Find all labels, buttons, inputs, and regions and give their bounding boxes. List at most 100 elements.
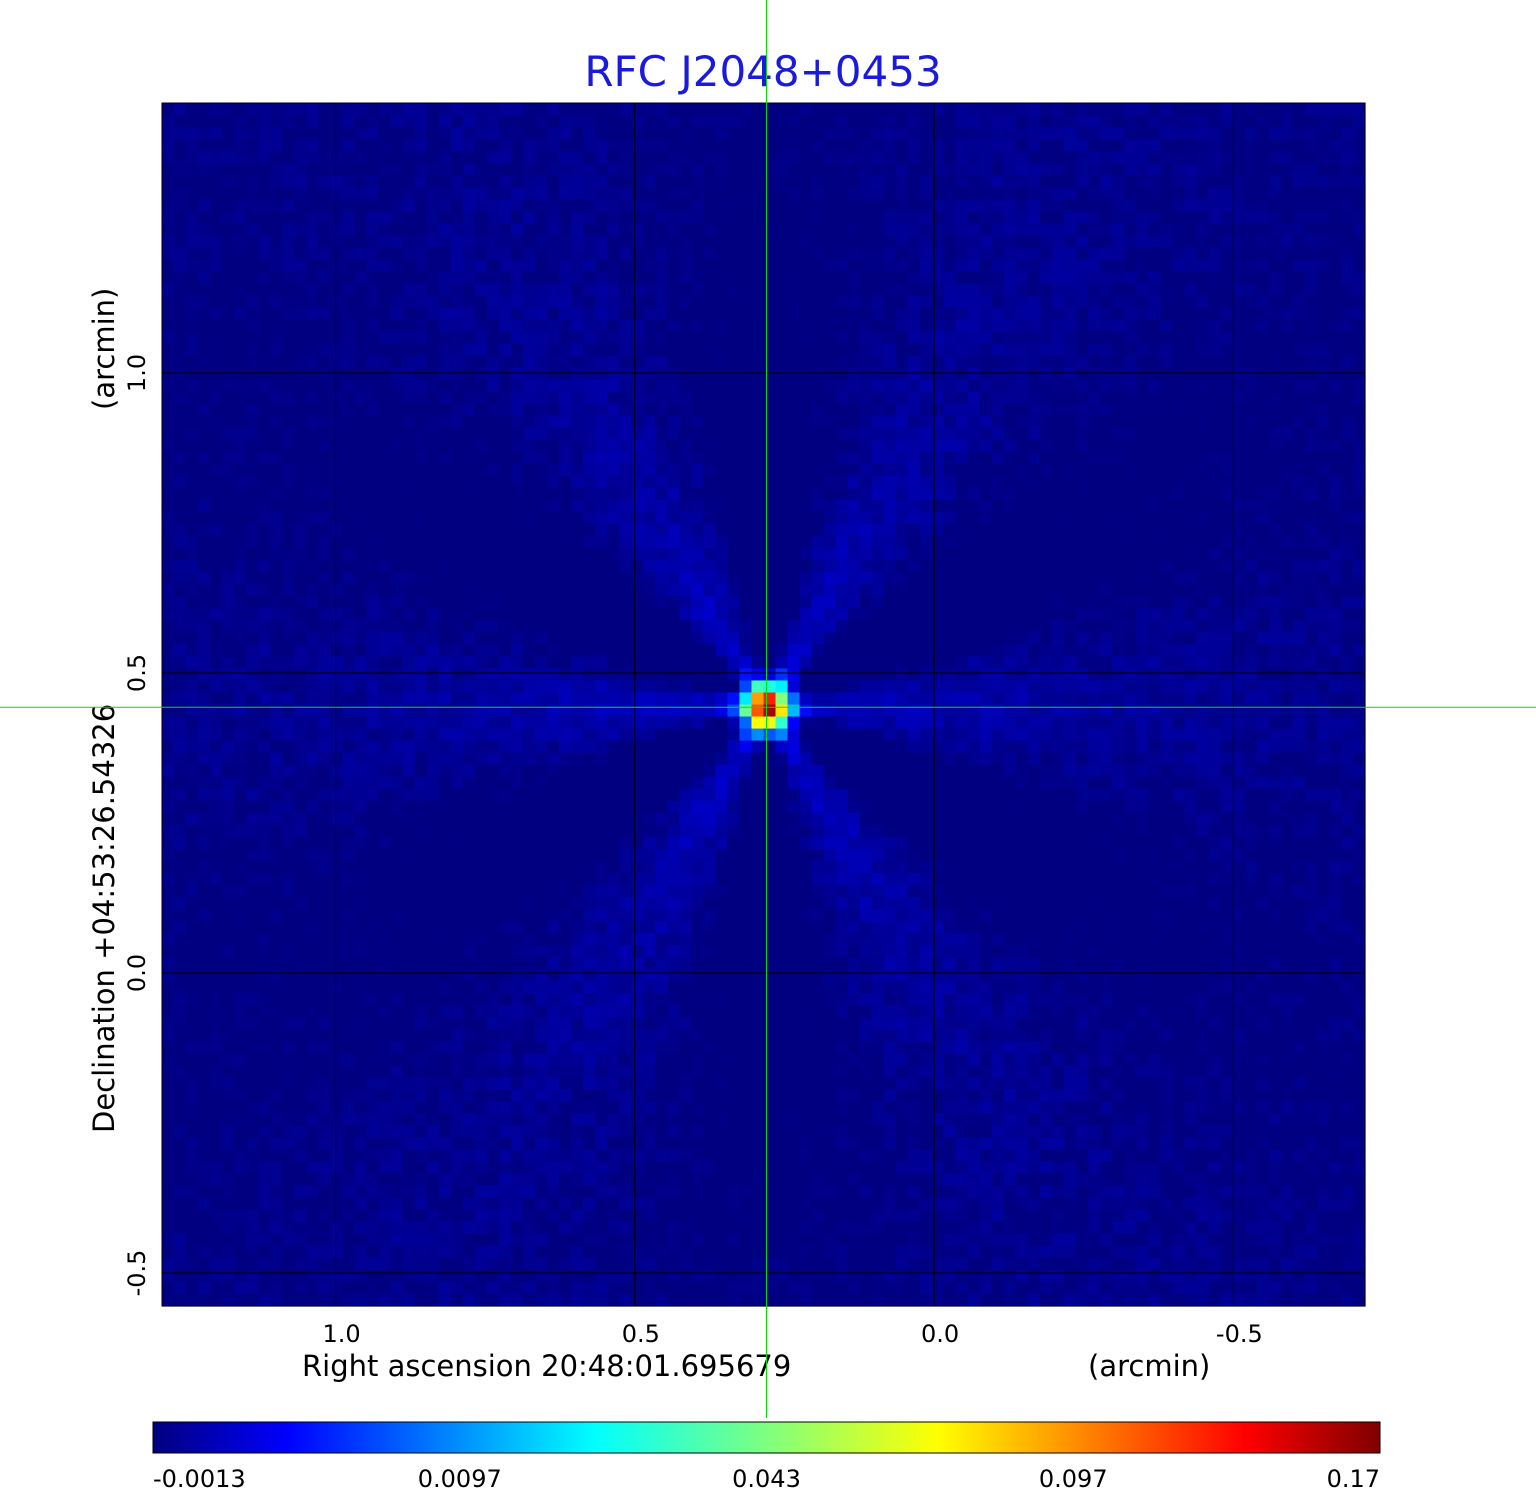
- heatmap-cell: [715, 644, 729, 657]
- heatmap-cell: [546, 235, 560, 248]
- heatmap-cell: [390, 199, 404, 212]
- heatmap-cell: [186, 379, 199, 393]
- heatmap-cell: [510, 163, 524, 176]
- heatmap-cell: [450, 403, 464, 417]
- heatmap-cell: [607, 367, 620, 381]
- heatmap-cell: [270, 415, 283, 429]
- heatmap-cell: [1112, 451, 1125, 465]
- heatmap-cell: [1232, 175, 1246, 188]
- heatmap-cell: [1016, 187, 1029, 200]
- heatmap-cell: [1016, 584, 1029, 597]
- heatmap-cell: [474, 115, 488, 128]
- heatmap-cell: [739, 163, 753, 176]
- heatmap-cell: [1100, 223, 1113, 236]
- heatmap-cell: [835, 115, 849, 128]
- heatmap-cell: [775, 415, 789, 429]
- heatmap-cell: [306, 379, 319, 393]
- heatmap-cell: [486, 668, 500, 682]
- heatmap-cell: [1076, 355, 1089, 369]
- heatmap-cell: [607, 175, 620, 188]
- heatmap-cell: [631, 259, 644, 273]
- heatmap-cell: [907, 463, 921, 477]
- heatmap-cell: [282, 223, 295, 236]
- heatmap-cell: [474, 295, 488, 309]
- heatmap-cell: [1064, 283, 1077, 297]
- heatmap-cell: [667, 343, 680, 357]
- heatmap-cell: [186, 271, 199, 285]
- heatmap-cell: [450, 139, 464, 152]
- heatmap-cell: [775, 451, 789, 465]
- heatmap-cell: [980, 512, 993, 525]
- heatmap-cell: [847, 379, 861, 393]
- heatmap-cell: [739, 319, 753, 333]
- heatmap-cell: [1184, 343, 1198, 357]
- heatmap-cell: [1304, 175, 1318, 188]
- heatmap-cell: [619, 596, 632, 609]
- heatmap-cell: [667, 295, 680, 309]
- heatmap-cell: [571, 536, 584, 549]
- heatmap-cell: [703, 175, 716, 188]
- heatmap-cell: [1076, 608, 1089, 621]
- heatmap-cell: [234, 379, 247, 393]
- heatmap-cell: [811, 403, 825, 417]
- heatmap-cell: [318, 187, 332, 200]
- heatmap-cell: [980, 391, 993, 405]
- heatmap-cell: [402, 271, 416, 285]
- heatmap-cell: [498, 139, 512, 152]
- heatmap-cell: [847, 331, 861, 345]
- heatmap-cell: [1280, 115, 1294, 128]
- heatmap-cell: [342, 259, 356, 273]
- heatmap-cell: [1124, 644, 1138, 657]
- heatmap-cell: [486, 271, 500, 285]
- heatmap-cell: [607, 427, 620, 441]
- heatmap-cell: [799, 427, 813, 441]
- heatmap-cell: [258, 620, 271, 633]
- heatmap-cell: [1172, 499, 1186, 513]
- heatmap-cell: [955, 127, 969, 140]
- heatmap-cell: [883, 499, 897, 513]
- heatmap-cell: [174, 475, 187, 489]
- heatmap-cell: [775, 247, 789, 260]
- heatmap-cell: [871, 620, 885, 633]
- heatmap-cell: [1316, 151, 1330, 164]
- heatmap-cell: [595, 115, 608, 128]
- heatmap-cell: [992, 391, 1005, 405]
- heatmap-cell: [246, 524, 259, 537]
- heatmap-cell: [486, 175, 500, 188]
- heatmap-cell: [1220, 608, 1234, 621]
- heatmap-cell: [859, 415, 873, 429]
- heatmap-cell: [739, 487, 753, 501]
- heatmap-cell: [919, 463, 933, 477]
- heatmap-cell: [835, 403, 849, 417]
- heatmap-cell: [1064, 536, 1077, 549]
- heatmap-cell: [330, 451, 344, 465]
- heatmap-cell: [426, 271, 440, 285]
- heatmap-cell: [607, 115, 620, 128]
- heatmap-cell: [859, 343, 873, 357]
- heatmap-cell: [306, 247, 319, 260]
- heatmap-cell: [222, 451, 235, 465]
- heatmap-cell: [1208, 199, 1222, 212]
- heatmap-cell: [498, 199, 512, 212]
- heatmap-cell: [1148, 439, 1162, 453]
- heatmap-cell: [1100, 584, 1113, 597]
- heatmap-cell: [426, 463, 440, 477]
- heatmap-cell: [1088, 644, 1101, 657]
- heatmap-cell: [1016, 487, 1029, 501]
- heatmap-cell: [270, 319, 283, 333]
- heatmap-cell: [859, 584, 873, 597]
- heatmap-cell: [234, 524, 247, 537]
- heatmap-cell: [980, 379, 993, 393]
- heatmap-cell: [1040, 415, 1053, 429]
- heatmap-cell: [438, 475, 452, 489]
- heatmap-cell: [919, 608, 933, 621]
- heatmap-cell: [486, 560, 500, 573]
- heatmap-cell: [1352, 548, 1366, 561]
- heatmap-cell: [799, 259, 813, 273]
- heatmap-cell: [174, 632, 187, 645]
- heatmap-cell: [1004, 355, 1017, 369]
- heatmap-cell: [1112, 427, 1125, 441]
- heatmap-cell: [186, 427, 199, 441]
- heatmap-cell: [643, 259, 656, 273]
- heatmap-cell: [1340, 548, 1354, 561]
